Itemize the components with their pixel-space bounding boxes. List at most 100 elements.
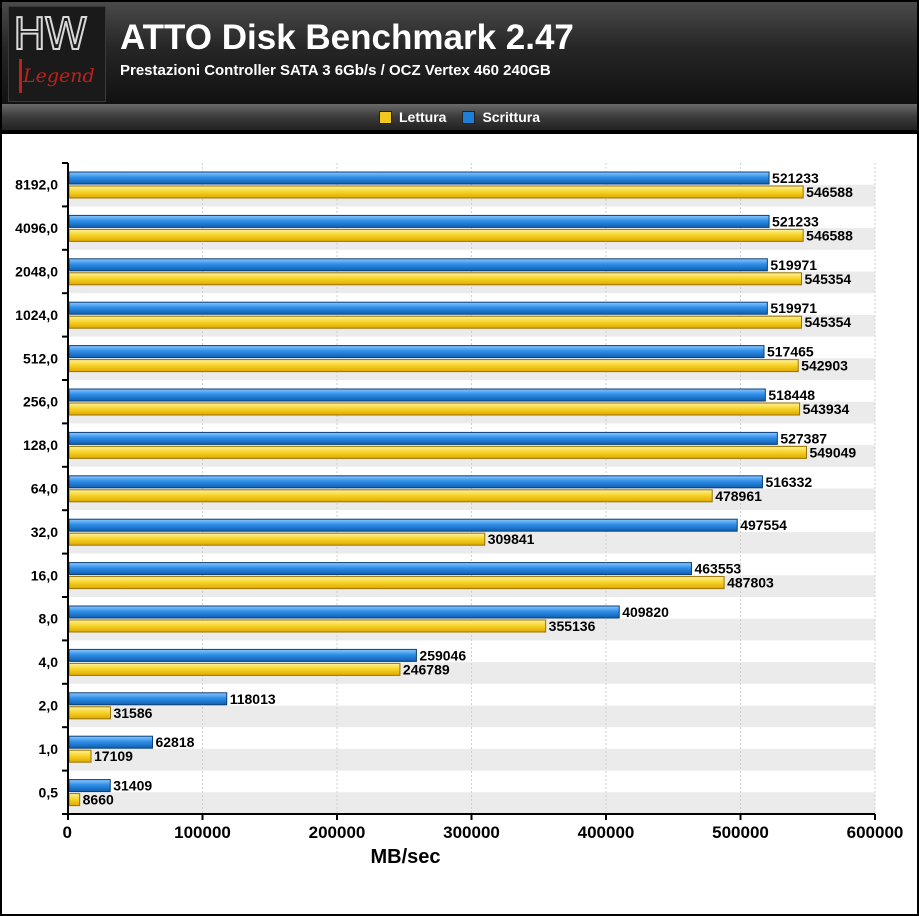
data-label-lettura: 545354 — [805, 314, 852, 330]
bar-scrittura — [68, 171, 770, 185]
data-label-scrittura: 521233 — [772, 213, 819, 229]
legend-swatch-scrittura — [462, 110, 476, 124]
bar-lettura — [68, 532, 486, 546]
plot-panel: 521233 546588 8192,0 521233 546588 4096,0 5199… — [2, 134, 917, 914]
chart-title: ATTO Disk Benchmark 2.47 — [120, 18, 574, 57]
data-label-scrittura: 62818 — [155, 734, 194, 750]
bar-scrittura — [68, 779, 111, 793]
y-tick-label: 512,0 — [23, 350, 58, 366]
axes — [62, 162, 876, 820]
logo-hw-text: HW — [12, 8, 89, 61]
data-label-scrittura: 521233 — [772, 170, 819, 186]
data-label-scrittura: 31409 — [113, 778, 152, 794]
y-tick-label: 128,0 — [23, 437, 58, 453]
y-tick-label: 0,5 — [39, 784, 59, 800]
data-label-scrittura: 259046 — [419, 647, 466, 663]
bar-lettura — [68, 793, 81, 807]
data-label-scrittura: 518448 — [768, 387, 815, 403]
bar-lettura — [68, 402, 801, 416]
bar-lettura — [68, 662, 401, 676]
chart-header: HW Legend ATTO Disk Benchmark 2.47 Prest… — [2, 2, 917, 104]
bar-lettura — [68, 619, 547, 633]
bar-lettura — [68, 749, 92, 763]
y-tick-label: 2048,0 — [15, 264, 58, 280]
x-axis-title: MB/sec — [370, 846, 440, 868]
legend-item-scrittura: Scrittura — [462, 109, 540, 125]
x-tick-label: 200000 — [309, 823, 366, 842]
bar-lettura — [68, 576, 725, 590]
data-label-lettura: 246789 — [403, 661, 450, 677]
bar-scrittura — [68, 562, 692, 576]
bar-chart: 5212335465888192,05212335465884096,05199… — [15, 162, 903, 868]
bar-scrittura — [68, 475, 763, 489]
x-tick-label: 100000 — [174, 823, 231, 842]
y-tick-label: 1024,0 — [15, 307, 58, 323]
bar-lettura — [68, 315, 803, 329]
bar-scrittura — [68, 518, 738, 532]
bars — [68, 171, 807, 807]
data-label-scrittura: 463553 — [694, 561, 741, 577]
y-tick-label: 64,0 — [31, 481, 58, 497]
x-tick-label: 300000 — [443, 823, 500, 842]
y-tick-label: 4096,0 — [15, 220, 58, 236]
data-label-lettura: 487803 — [727, 575, 774, 591]
logo-legend-text: Legend — [23, 65, 95, 87]
data-label-lettura: 17109 — [94, 748, 133, 764]
legend-strip: Lettura Scrittura — [2, 104, 917, 130]
x-tick-label: 400000 — [578, 823, 635, 842]
data-label-lettura: 31586 — [113, 705, 152, 721]
y-tick-label: 16,0 — [31, 567, 58, 583]
data-label-lettura: 549049 — [809, 444, 856, 460]
y-tick-label: 2,0 — [39, 698, 59, 714]
bar-scrittura — [68, 301, 768, 315]
bar-lettura — [68, 272, 803, 286]
bar-lettura — [68, 489, 713, 503]
data-label-scrittura: 409820 — [622, 604, 669, 620]
hwlegend-logo: HW Legend — [8, 6, 106, 102]
bar-scrittura — [68, 648, 417, 662]
legend-swatch-lettura — [378, 110, 392, 124]
data-label-lettura: 545354 — [805, 271, 852, 287]
bar-scrittura — [68, 605, 620, 619]
data-label-lettura: 543934 — [803, 401, 850, 417]
x-tick-label: 0 — [63, 823, 72, 842]
bar-scrittura — [68, 735, 153, 749]
y-tick-label: 256,0 — [23, 394, 58, 410]
bar-lettura — [68, 706, 111, 720]
y-tick-label: 4,0 — [39, 654, 59, 670]
labels: 5212335465888192,05212335465884096,05199… — [15, 170, 903, 842]
x-tick-label: 600000 — [847, 823, 904, 842]
legend: Lettura Scrittura — [2, 104, 917, 130]
data-label-lettura: 546588 — [806, 184, 853, 200]
y-tick-label: 8,0 — [39, 611, 59, 627]
chart-subtitle: Prestazioni Controller SATA 3 6Gb/s / OC… — [120, 62, 551, 79]
data-label-scrittura: 519971 — [770, 257, 817, 273]
x-tick-label: 500000 — [712, 823, 769, 842]
data-label-scrittura: 497554 — [740, 517, 787, 533]
data-label-scrittura: 519971 — [770, 300, 817, 316]
y-tick-label: 8192,0 — [15, 177, 58, 193]
data-label-lettura: 309841 — [488, 531, 535, 547]
legend-item-lettura: Lettura — [378, 109, 447, 125]
y-tick-label: 32,0 — [31, 524, 58, 540]
data-label-lettura: 478961 — [715, 488, 762, 504]
data-label-lettura: 542903 — [801, 358, 848, 374]
bar-scrittura — [68, 345, 765, 359]
grid-lines — [202, 163, 876, 814]
y-tick-label: 1,0 — [39, 741, 59, 757]
bar-lettura — [68, 359, 799, 373]
data-label-lettura: 8660 — [83, 792, 114, 808]
bar-lettura — [68, 185, 804, 199]
data-label-lettura: 355136 — [549, 618, 596, 634]
logo-accent-bar — [19, 59, 22, 93]
bar-lettura — [68, 228, 804, 242]
data-label-scrittura: 516332 — [765, 474, 812, 490]
legend-label-lettura: Lettura — [398, 109, 447, 125]
legend-label-scrittura: Scrittura — [482, 109, 541, 125]
bar-scrittura — [68, 431, 778, 445]
bar-scrittura — [68, 692, 228, 706]
data-label-lettura: 546588 — [806, 227, 853, 243]
bar-scrittura — [68, 388, 766, 402]
data-label-scrittura: 527387 — [780, 430, 827, 446]
